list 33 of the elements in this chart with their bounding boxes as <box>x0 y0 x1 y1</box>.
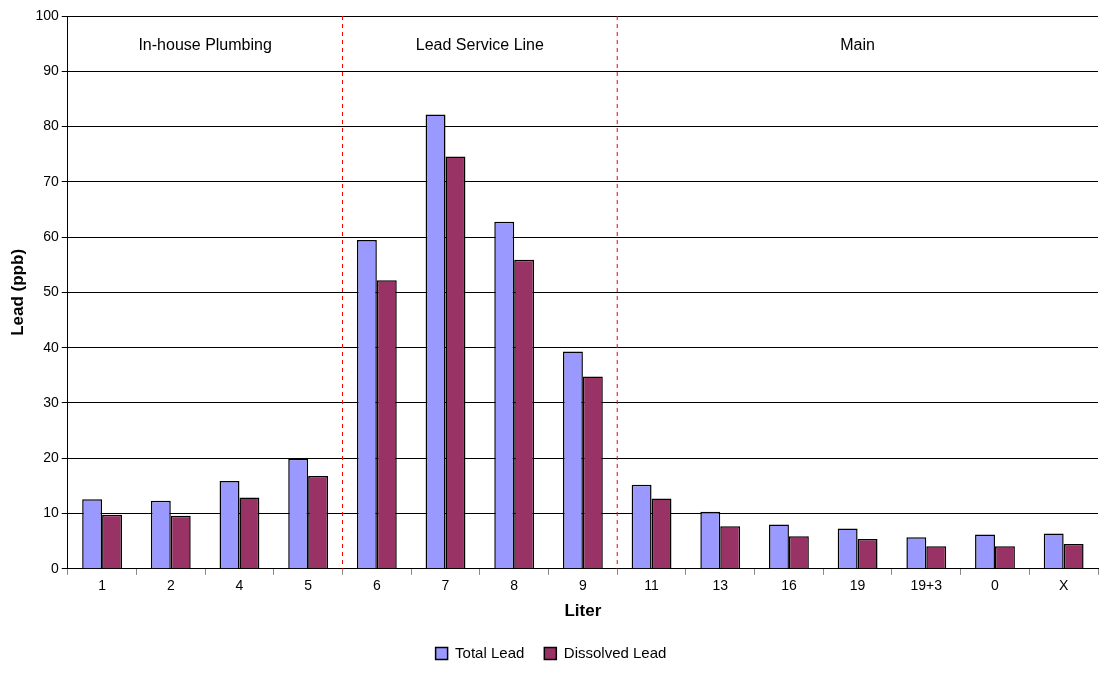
x-tick-label: 1 <box>98 577 107 594</box>
x-tick-label: X <box>1058 577 1069 594</box>
x-tick-label: 19+3 <box>910 577 943 594</box>
legend-label: Dissolved Lead <box>563 643 667 661</box>
y-tick-label: 50 <box>43 283 59 300</box>
x-axis-title: Liter <box>564 601 602 621</box>
x-tick-label: 0 <box>991 577 1000 594</box>
x-tick-label: 2 <box>166 577 175 594</box>
x-tick-label: 11 <box>644 577 660 594</box>
y-tick-label: 60 <box>43 227 59 244</box>
annotation: In-house Plumbing <box>138 36 272 54</box>
y-tick-label: 80 <box>43 117 59 134</box>
x-tick-label: 7 <box>441 577 450 594</box>
y-tick-label: 0 <box>50 559 59 576</box>
x-tick-label: 6 <box>372 577 381 594</box>
y-tick-label: 70 <box>43 172 59 189</box>
annotation: Main <box>840 36 875 54</box>
legend-label: Total Lead <box>455 643 525 661</box>
y-tick-label: 20 <box>43 449 59 466</box>
x-tick-label: 9 <box>578 577 587 594</box>
x-tick-label: 4 <box>235 577 244 594</box>
y-tick-label: 10 <box>43 504 59 521</box>
y-tick-label: 90 <box>43 62 59 79</box>
y-axis-title: Lead (ppb) <box>7 248 27 336</box>
x-tick-label: 5 <box>304 577 313 594</box>
x-tick-label: 16 <box>781 577 797 594</box>
y-tick-label: 30 <box>43 393 59 410</box>
x-tick-label: 13 <box>712 577 729 594</box>
x-tick-label: 8 <box>510 577 519 594</box>
y-tick-label: 40 <box>43 338 59 355</box>
annotation: Lead Service Line <box>415 36 544 54</box>
x-tick-label: 19 <box>849 577 866 594</box>
y-tick-label: 100 <box>35 6 59 23</box>
